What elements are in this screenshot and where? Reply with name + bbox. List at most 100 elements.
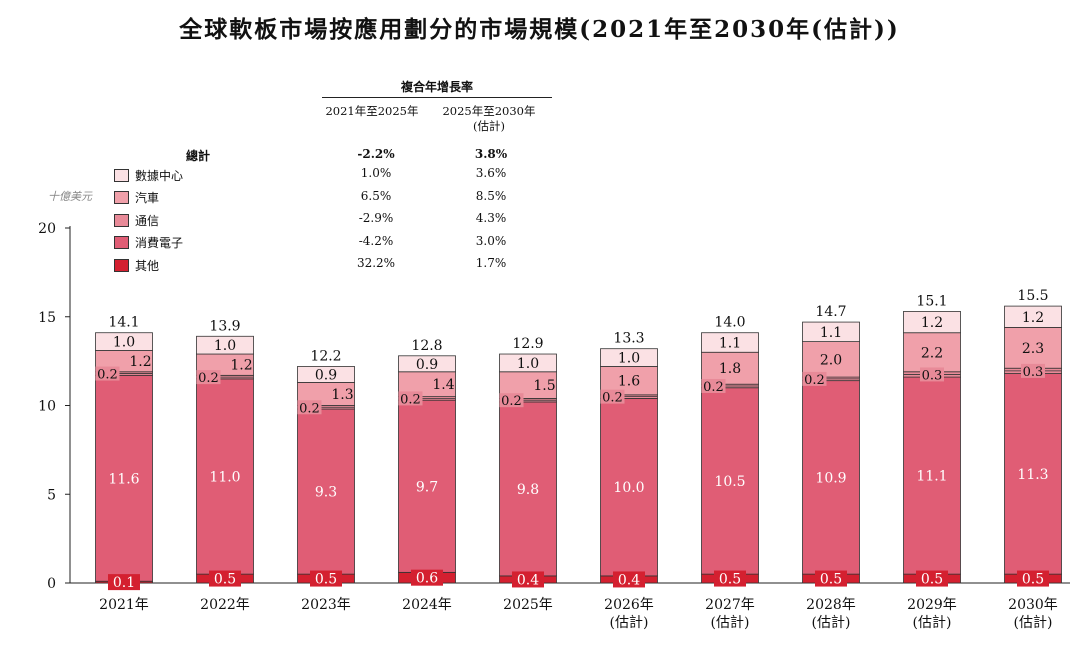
x-tick-label: 2029年: [907, 597, 957, 613]
bar-segment: [802, 341, 860, 378]
bar-segment: [802, 380, 860, 575]
legend-cagr-2: 3.6%: [475, 166, 507, 180]
legend-swatch: [114, 213, 129, 227]
data-label-box: [701, 378, 726, 393]
bar-segment: [600, 348, 658, 367]
data-label-auto: 1.2: [129, 354, 151, 370]
data-label-auto: 1.5: [533, 378, 555, 394]
cagr-heading: 複合年增長率: [400, 80, 473, 94]
data-label-box: [600, 389, 625, 404]
legend-label: 通信: [135, 213, 160, 228]
data-label-datacenter: 1.2: [1022, 310, 1044, 326]
bar-segment: [1004, 305, 1062, 328]
legend-cagr-1: 1.0%: [360, 166, 392, 180]
x-tick-label: (估計): [913, 615, 952, 631]
data-label-other: 0.5: [315, 572, 337, 588]
data-label-communication: 0.3: [922, 368, 943, 383]
x-tick-label: (估計): [812, 615, 851, 631]
data-label-communication: 0.2: [400, 392, 421, 407]
cagr-col-1: 2021年至2025年: [325, 104, 419, 118]
cagr-rule: [322, 97, 552, 98]
data-label-box: [613, 571, 645, 588]
legend-cagr-1: 32.2%: [356, 256, 396, 270]
bar-segment: [802, 321, 860, 343]
bar-total-label: 13.3: [613, 331, 644, 347]
data-label-auto: 1.2: [230, 358, 252, 374]
data-label-box: [1017, 570, 1049, 587]
legend-cagr-1: -2.9%: [358, 211, 394, 225]
data-label-box: [411, 569, 443, 586]
bar-total-label: 14.7: [815, 304, 846, 320]
bar-segment: [398, 355, 456, 373]
x-tick-label: (估計): [711, 615, 750, 631]
cagr-total-1: -2.2%: [357, 147, 395, 161]
data-label-communication: 0.2: [501, 394, 522, 409]
data-label-consumer: 9.7: [416, 479, 438, 495]
bar-segment: [701, 351, 759, 385]
data-label-consumer: 9.3: [315, 485, 337, 501]
data-label-datacenter: 1.0: [214, 338, 236, 354]
data-label-box: [916, 570, 948, 587]
data-label-box: [108, 574, 140, 591]
data-label-box: [815, 570, 847, 587]
x-tick-label: 2023年: [301, 597, 351, 613]
bar-total-label: 15.1: [916, 293, 947, 309]
data-label-communication: 0.2: [602, 391, 623, 406]
y-tick-label: 20: [38, 221, 56, 237]
data-label-other: 0.4: [517, 572, 539, 588]
data-label-box: [196, 370, 221, 385]
data-label-other: 0.5: [214, 572, 236, 588]
data-label-communication: 0.2: [97, 368, 118, 383]
legend-item: 數據中心: [114, 166, 183, 184]
data-label-consumer: 11.1: [916, 469, 947, 485]
bar-total-label: 15.5: [1017, 288, 1048, 304]
data-label-datacenter: 1.2: [921, 315, 943, 331]
data-label-auto: 2.3: [1022, 341, 1044, 357]
data-label-consumer: 11.3: [1017, 467, 1048, 483]
data-label-datacenter: 1.0: [618, 351, 640, 367]
legend-item: 通信: [114, 211, 159, 229]
bar-segment: [499, 401, 557, 577]
data-label-datacenter: 1.1: [719, 335, 741, 351]
bar-segment: [1004, 326, 1062, 369]
data-label-communication: 0.2: [804, 373, 825, 388]
data-label-consumer: 10.0: [613, 480, 644, 496]
legend-label: 數據中心: [135, 168, 184, 183]
data-label-consumer: 9.8: [517, 482, 539, 498]
data-label-consumer: 10.5: [714, 474, 745, 490]
data-label-auto: 1.6: [618, 374, 640, 390]
legend-cagr-2: 4.3%: [475, 211, 507, 225]
x-tick-label: 2025年: [503, 597, 553, 613]
data-label-box: [499, 393, 524, 408]
data-label-datacenter: 0.9: [416, 357, 438, 373]
data-label-other: 0.1: [113, 575, 135, 591]
x-tick-label: 2022年: [200, 597, 250, 613]
legend-label: 汽車: [135, 191, 160, 205]
legend-item: 汽車: [114, 189, 159, 207]
data-label-datacenter: 1.0: [517, 356, 539, 372]
x-tick-label: 2030年: [1008, 597, 1058, 613]
x-tick-label: 2027年: [705, 597, 755, 613]
x-tick-label: 2021年: [99, 597, 149, 613]
bar-segment: [701, 387, 759, 575]
legend-cagr-2: 1.7%: [475, 256, 507, 270]
x-tick-label: 2028年: [806, 597, 856, 613]
legend-total-label: 總計: [186, 149, 211, 163]
data-label-box: [95, 366, 120, 381]
chart-title: 全球軟板市場按應用劃分的市場規模(2021年至2030年(估計)): [179, 16, 900, 43]
legend-swatch: [114, 236, 129, 249]
data-label-auto: 1.3: [331, 387, 353, 403]
legend-cagr-2: 3.0%: [475, 233, 507, 248]
data-label-consumer: 11.0: [209, 470, 240, 486]
bar-total-label: 14.0: [714, 315, 745, 331]
bar-segment: [701, 332, 759, 353]
data-label-datacenter: 1.0: [113, 335, 135, 351]
bar-segment: [903, 376, 961, 575]
data-label-other: 0.5: [921, 572, 943, 588]
cagr-col-2-line1: 2025年至2030年: [442, 104, 536, 118]
bar-segment: [903, 311, 961, 334]
legend-label: 其他: [135, 258, 160, 273]
data-label-other: 0.5: [820, 572, 842, 588]
data-label-other: 0.4: [618, 572, 640, 588]
